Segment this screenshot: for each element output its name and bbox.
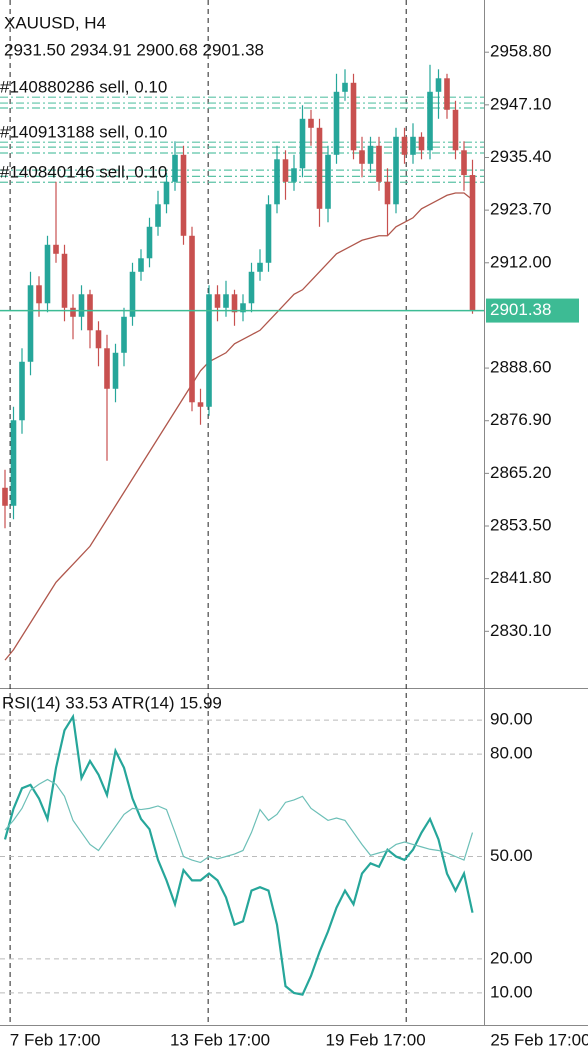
candle-body — [410, 136, 416, 155]
y-tick-label: 2853.50 — [490, 515, 551, 534]
candle-body — [78, 294, 85, 317]
candle-body — [452, 109, 459, 151]
candle-body — [70, 307, 76, 317]
y-tick-label: 80.00 — [490, 744, 533, 763]
candle-body — [274, 159, 280, 205]
candle-body — [87, 294, 93, 331]
candle-body — [401, 136, 408, 155]
candle-body — [10, 420, 17, 506]
current-price-box — [486, 298, 579, 323]
candle-body — [180, 154, 187, 236]
candle-body — [61, 253, 68, 308]
y-tick-label: 2912.00 — [490, 252, 551, 271]
y-tick-label: 2935.40 — [490, 147, 551, 166]
x-tick-label: 19 Feb 17:00 — [325, 1030, 425, 1049]
x-label-bg — [486, 1027, 588, 1052]
candle-body — [257, 262, 263, 272]
y-tick-label: 20.00 — [490, 948, 533, 967]
ohlc-readout: 2931.50 2934.91 2900.68 2901.38 — [4, 40, 264, 59]
candle-body — [36, 285, 42, 304]
candle-body — [240, 303, 246, 313]
candle-body — [27, 285, 34, 362]
candle-body — [350, 82, 357, 151]
order-label: #140840146 sell, 0.10 — [0, 163, 167, 182]
candle-body — [435, 78, 442, 92]
candle-body — [308, 118, 314, 128]
candle-body — [112, 352, 119, 389]
y-tick-label: 2865.20 — [490, 463, 551, 482]
y-tick-label: 50.00 — [490, 846, 533, 865]
candle-body — [384, 181, 391, 205]
candle-body — [427, 91, 433, 151]
candle-body — [418, 136, 425, 151]
candle-body — [325, 154, 331, 209]
y-tick-label: 2876.90 — [490, 410, 551, 429]
order-label: #140913188 sell, 0.10 — [0, 123, 167, 142]
candle-body — [146, 226, 153, 259]
moving-average — [4, 192, 473, 661]
indicator-line — [4, 778, 474, 864]
candle-body — [223, 294, 229, 308]
candle-body — [206, 294, 212, 407]
candle-body — [155, 204, 161, 227]
candle-body — [189, 235, 195, 403]
y-tick-label: 90.00 — [490, 710, 533, 729]
y-tick-label: 2947.10 — [490, 94, 551, 113]
candle-body — [444, 78, 450, 110]
y-tick-label: 10.00 — [490, 982, 533, 1001]
candle-body — [333, 91, 340, 155]
candle-body — [104, 348, 110, 389]
candle-body — [163, 181, 170, 205]
candle-body — [121, 316, 127, 353]
candle-body — [291, 168, 297, 182]
candle-body — [95, 330, 102, 349]
candle-body — [265, 204, 272, 263]
current-price-label: 2901.38 — [490, 300, 551, 319]
y-tick-label: 2958.80 — [490, 42, 551, 61]
candle-body — [282, 159, 289, 182]
y-tick-label: 2830.10 — [490, 621, 551, 640]
candle-body — [53, 244, 59, 254]
candle-body — [342, 82, 348, 92]
candle-body — [316, 127, 323, 209]
chart-title: XAUUSD, H4 — [4, 13, 106, 32]
candle-body — [461, 150, 467, 176]
y-tick-label: 2888.60 — [490, 358, 551, 377]
y-tick-label: 2841.80 — [490, 568, 551, 587]
candle-body — [299, 118, 306, 169]
candle-body — [19, 361, 25, 421]
candle-body — [231, 294, 238, 313]
x-tick-label: 25 Feb 17:00 — [490, 1030, 588, 1049]
indicator-title: RSI(14) 33.53 ATR(14) 15.99 — [2, 693, 222, 712]
candle-body — [469, 175, 476, 311]
y-tick-label: 2923.70 — [490, 200, 551, 219]
indicator-line — [3, 713, 474, 996]
candle-body — [44, 244, 51, 304]
candle-body — [172, 154, 178, 182]
candle-body — [248, 271, 255, 304]
candle-body — [129, 271, 136, 317]
x-tick-label: 13 Feb 17:00 — [170, 1030, 270, 1049]
candle-body — [393, 136, 399, 205]
order-label: #140880286 sell, 0.10 — [0, 78, 167, 97]
candle-body — [367, 145, 374, 164]
candle-body — [214, 294, 221, 308]
candle-body — [138, 258, 144, 272]
candle-body — [197, 402, 204, 407]
x-tick-label: 7 Feb 17:00 — [10, 1030, 101, 1049]
candle-body — [359, 150, 365, 164]
candle-body — [376, 145, 382, 182]
candle-body — [2, 487, 8, 506]
